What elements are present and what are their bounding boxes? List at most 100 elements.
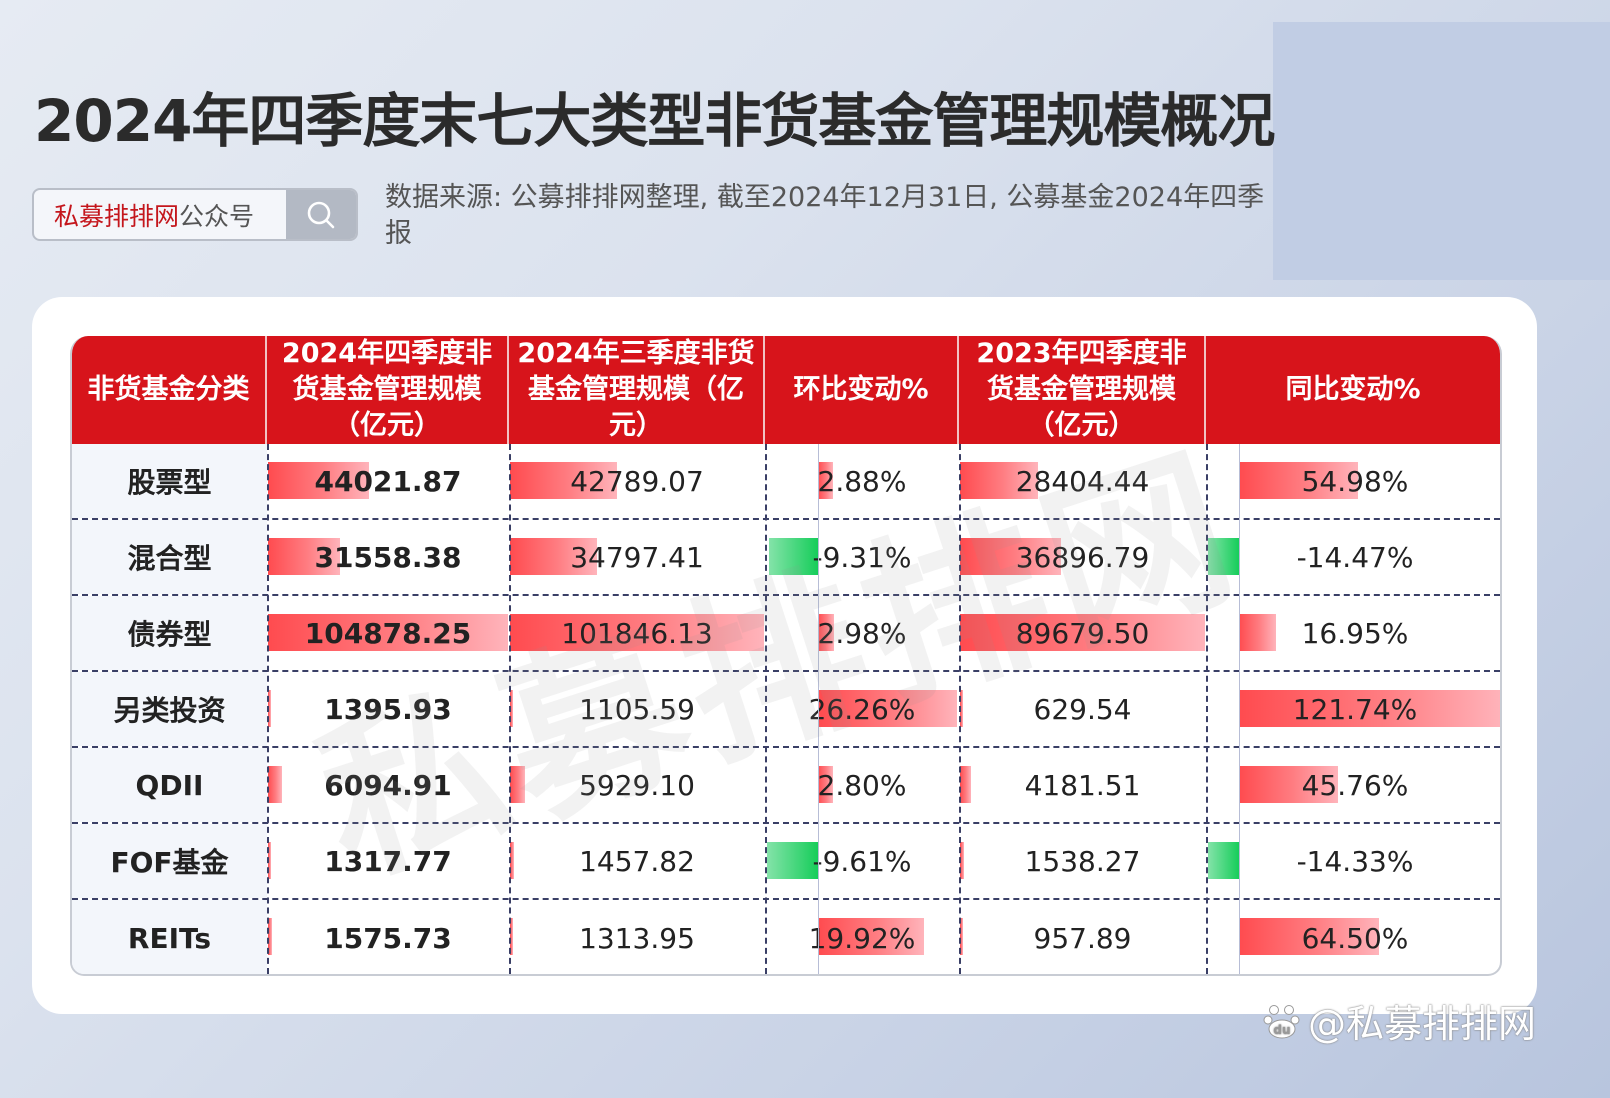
background-panel [1273, 22, 1610, 280]
yoy-value: -14.33% [1296, 844, 1414, 878]
yoy-value: 121.74% [1292, 692, 1418, 726]
data-bar [767, 842, 818, 879]
data-bar [960, 538, 1061, 575]
svg-text:du: du [1273, 1023, 1290, 1037]
header-category: 非货基金分类 [72, 336, 267, 444]
yoy-value: 54.98% [1301, 464, 1409, 498]
data-bar [818, 766, 833, 803]
yoy-value: 45.76% [1301, 768, 1409, 802]
table-row: 另类投资 1395.93 1105.59 26.26% 629.54 121.74% [72, 672, 1500, 748]
data-bar [960, 842, 965, 879]
data-bar [268, 614, 508, 651]
yoy-value: 64.50% [1301, 921, 1409, 955]
data-bar [960, 462, 1038, 499]
q4-2023-value: 36896.79 [1015, 540, 1150, 574]
column-divider [267, 444, 269, 974]
column-divider [765, 444, 767, 974]
header-yoy: 同比变动% [1285, 374, 1421, 405]
search-icon [307, 201, 335, 228]
yoy-value: -14.47% [1296, 540, 1414, 574]
qoq-value: 2.98% [817, 616, 907, 650]
q4-2023-value: 4181.51 [1024, 768, 1141, 802]
header-q3-2024: 2024年三季度非货基金管理规模（亿元） [509, 336, 765, 444]
category-cell: REITs [72, 900, 267, 974]
source-note: 数据来源: 公募排排网整理, 截至2024年12月31日, 公募基金2024年四… [385, 182, 1265, 249]
header-qoq: 环比变动% [765, 336, 959, 444]
yoy-value: 16.95% [1301, 616, 1409, 650]
q4-2023-value: 629.54 [1033, 692, 1132, 726]
table-row: 混合型 31558.38 34797.41 -9.31% 36896.79 -14.47% [72, 520, 1500, 596]
q4-2023-value: 28404.44 [1015, 464, 1150, 498]
data-bar [960, 690, 963, 727]
table-row: FOF基金 1317.77 1457.82 -9.61% 1538.27 -14.33% [72, 824, 1500, 900]
q3-2024-value: 101846.13 [561, 616, 713, 650]
q3-2024-value: 1457.82 [579, 844, 695, 878]
table-row: REITs 1575.73 1313.95 19.92% 957.89 64.50% [72, 900, 1500, 974]
q4-2023-value: 1538.27 [1024, 844, 1141, 878]
data-bar [268, 842, 271, 879]
data-bar [960, 614, 1205, 651]
data-bar [510, 690, 513, 727]
table-row: QDII 6094.91 5929.10 2.80% 4181.51 45.76% [72, 748, 1500, 824]
footer-watermark-text: @私募排排网 [1308, 1002, 1537, 1046]
data-bar [818, 614, 834, 651]
qoq-value: -9.61% [812, 844, 912, 878]
data-bar [510, 842, 514, 879]
page-title: 2024年四季度末七大类型非货基金管理规模概况 [34, 87, 1275, 155]
data-bar [268, 462, 369, 499]
data-bar [510, 462, 617, 499]
search-button[interactable] [286, 190, 356, 239]
data-bar [1239, 918, 1379, 955]
data-bar [268, 918, 272, 955]
q3-2024-value: 42789.07 [570, 464, 704, 498]
data-table: 非货基金分类 2024年四季度非货基金管理规模（亿元） 2024年三季度非货基金… [70, 336, 1502, 976]
column-divider [959, 444, 961, 974]
header-q4-2024: 2024年四季度非货基金管理规模（亿元） [267, 336, 509, 444]
q3-2024-value: 1313.95 [579, 921, 695, 955]
data-bar [1239, 766, 1339, 803]
column-divider [509, 444, 511, 974]
data-bar [818, 690, 958, 727]
data-bar [1207, 538, 1239, 575]
category-cell: FOF基金 [72, 824, 267, 898]
yoy-zero-axis [1239, 444, 1240, 974]
header-q4-2023: 2023年四季度非货基金管理规模（亿元） [959, 336, 1206, 444]
qoq-value: 2.80% [817, 768, 907, 802]
table-row: 股票型 44021.87 42789.07 2.88% 28404.44 54.98% [72, 444, 1500, 520]
qoq-value: 2.88% [817, 464, 907, 498]
category-cell: 混合型 [72, 520, 267, 594]
data-bar [510, 918, 514, 955]
category-cell: 债券型 [72, 596, 267, 670]
q3-2024-value: 5929.10 [579, 768, 695, 802]
data-bar [818, 462, 834, 499]
q4-2024-value: 44021.87 [314, 464, 462, 498]
q4-2024-value: 1395.93 [324, 692, 452, 726]
category-cell: QDII [72, 748, 267, 822]
data-bar [268, 538, 341, 575]
qoq-value: -9.31% [812, 540, 912, 574]
q4-2024-value: 31558.38 [314, 540, 462, 574]
data-bar [268, 766, 282, 803]
data-bar [510, 766, 525, 803]
q4-2024-value: 104878.25 [304, 616, 472, 650]
search-brand: 私募排排网 [54, 201, 180, 231]
data-bar [268, 690, 272, 727]
q4-2024-value: 1317.77 [324, 844, 452, 878]
data-bar [768, 538, 818, 575]
search-text[interactable]: 私募排排网 公众号 [34, 190, 286, 239]
category-cell: 另类投资 [72, 672, 267, 746]
qoq-zero-axis [818, 444, 819, 974]
table-header: 非货基金分类 2024年四季度非货基金管理规模（亿元） 2024年三季度非货基金… [72, 336, 1500, 444]
data-bar [1239, 614, 1276, 651]
table-row: 债券型 104878.25 101846.13 2.98% 89679.50 16.95% [72, 596, 1500, 672]
search-suffix: 公众号 [179, 201, 255, 231]
column-divider [1206, 444, 1208, 974]
q4-2023-value: 957.89 [1033, 921, 1132, 955]
data-bar [1239, 462, 1359, 499]
data-bar [1239, 690, 1500, 727]
footer-watermark: du @私募排排网 [1262, 993, 1536, 1048]
qoq-value: 26.26% [808, 692, 916, 726]
data-bar [818, 918, 924, 955]
search-box[interactable]: 私募排排网 公众号 [32, 188, 358, 241]
q3-2024-value: 34797.41 [570, 540, 704, 574]
